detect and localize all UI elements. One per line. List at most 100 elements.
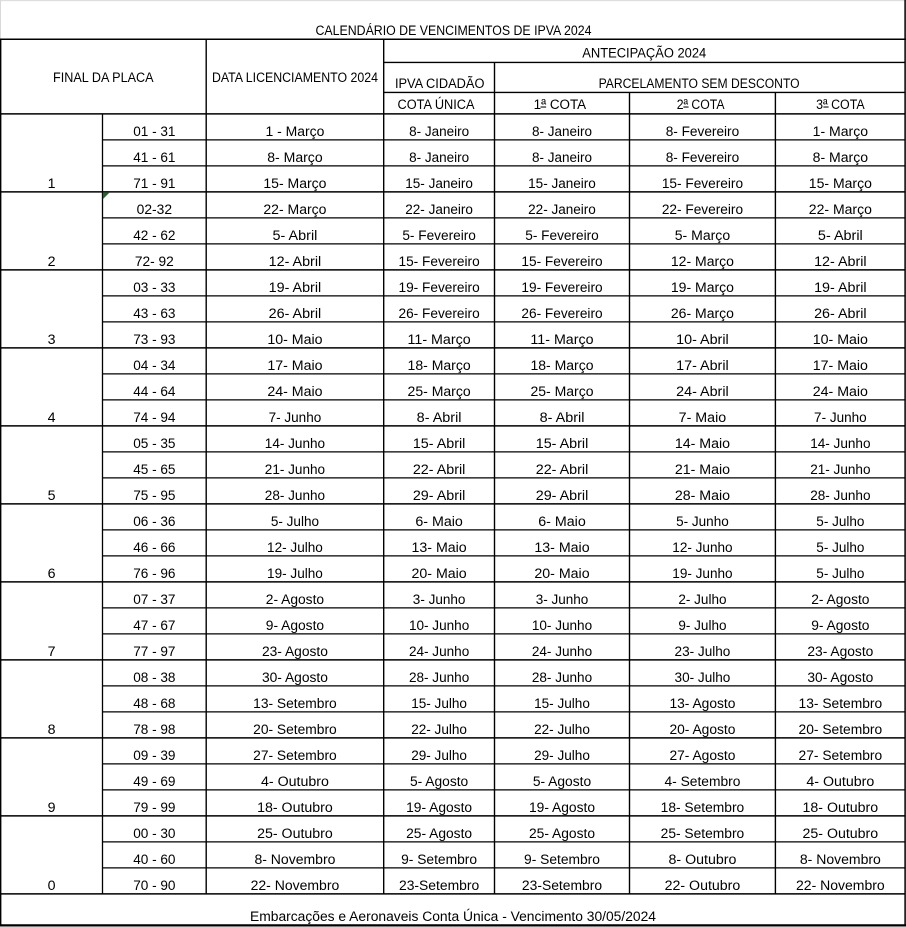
svg-text:8: 8: [48, 722, 56, 738]
svg-text:76 - 96: 76 - 96: [133, 566, 175, 582]
svg-text:20- Setembro: 20- Setembro: [253, 722, 337, 738]
svg-text:14- Junho: 14- Junho: [265, 436, 325, 452]
svg-text:26- Fevereiro: 26- Fevereiro: [521, 306, 602, 322]
svg-text:10- Maio: 10- Maio: [267, 332, 322, 348]
svg-text:49 - 69: 49 - 69: [133, 774, 175, 790]
svg-text:09 - 39: 09 - 39: [133, 748, 175, 764]
svg-text:5: 5: [48, 488, 56, 504]
svg-text:14- Maio: 14- Maio: [675, 436, 730, 452]
svg-text:23- Agosto: 23- Agosto: [807, 644, 873, 660]
svg-text:20- Maio: 20- Maio: [534, 566, 589, 582]
svg-text:73 - 93: 73 - 93: [133, 332, 175, 348]
svg-text:1- Março: 1- Março: [813, 124, 868, 140]
svg-text:7- Junho: 7- Junho: [814, 410, 867, 426]
svg-text:25- Março: 25- Março: [408, 384, 471, 400]
svg-text:41 - 61: 41 - 61: [133, 150, 175, 166]
svg-text:71 - 91: 71 - 91: [133, 176, 175, 192]
svg-text:23- Agosto: 23- Agosto: [262, 644, 328, 660]
svg-text:26- Fevereiro: 26- Fevereiro: [399, 306, 480, 322]
svg-text:15- Março: 15- Março: [263, 176, 326, 192]
svg-text:3: 3: [48, 332, 56, 348]
svg-text:7- Junho: 7- Junho: [269, 410, 322, 426]
svg-text:8- Novembro: 8- Novembro: [800, 852, 881, 868]
svg-text:9- Setembro: 9- Setembro: [401, 852, 477, 868]
svg-text:DATA LICENCIAMENTO 2024: DATA LICENCIAMENTO 2024: [212, 70, 378, 86]
svg-text:15- Julho: 15- Julho: [411, 696, 467, 712]
svg-text:5- Julho: 5- Julho: [271, 514, 319, 530]
svg-text:19- Junho: 19- Junho: [672, 566, 732, 582]
svg-text:15- Janeiro: 15- Janeiro: [528, 176, 596, 192]
svg-text:2- Julho: 2- Julho: [678, 592, 726, 608]
svg-text:15- Abril: 15- Abril: [413, 436, 466, 452]
svg-text:5- Julho: 5- Julho: [816, 514, 864, 530]
svg-text:46 - 66: 46 - 66: [133, 540, 175, 556]
svg-text:40 - 60: 40 - 60: [133, 852, 175, 868]
svg-text:20- Maio: 20- Maio: [412, 566, 467, 582]
svg-text:9: 9: [48, 800, 56, 816]
svg-text:0: 0: [48, 878, 56, 894]
svg-text:COTA ÚNICA: COTA ÚNICA: [398, 96, 475, 113]
svg-text:19- Abril: 19- Abril: [269, 280, 322, 296]
svg-text:Embarcações e Aeronaveis Conta: Embarcações e Aeronaveis Conta Única - V…: [250, 908, 656, 925]
svg-text:30- Agosto: 30- Agosto: [262, 670, 328, 686]
svg-text:13- Maio: 13- Maio: [534, 540, 589, 556]
svg-text:25- Setembro: 25- Setembro: [661, 826, 745, 842]
svg-text:26- Abril: 26- Abril: [269, 306, 322, 322]
svg-text:23-Setembro: 23-Setembro: [522, 878, 602, 894]
svg-text:1: 1: [48, 176, 56, 192]
svg-text:8- Março: 8- Março: [813, 150, 868, 166]
svg-text:77 - 97: 77 - 97: [133, 644, 175, 660]
svg-text:4: 4: [48, 410, 56, 426]
svg-text:30- Agosto: 30- Agosto: [807, 670, 873, 686]
svg-text:7- Maio: 7- Maio: [679, 410, 727, 426]
svg-text:10- Junho: 10- Junho: [409, 618, 469, 634]
svg-text:5- Agosto: 5- Agosto: [410, 774, 468, 790]
svg-text:5- Março: 5- Março: [675, 228, 730, 244]
svg-text:23-Setembro: 23-Setembro: [399, 878, 479, 894]
svg-text:75 - 95: 75 - 95: [133, 488, 175, 504]
svg-text:27- Setembro: 27- Setembro: [253, 748, 337, 764]
svg-text:1ª COTA: 1ª COTA: [534, 97, 587, 113]
svg-text:13- Setembro: 13- Setembro: [799, 696, 883, 712]
svg-text:12- Março: 12- Março: [671, 254, 734, 270]
svg-text:9- Agosto: 9- Agosto: [811, 618, 869, 634]
svg-text:22- Março: 22- Março: [263, 202, 326, 218]
svg-text:29- Abril: 29- Abril: [536, 488, 589, 504]
svg-text:44 - 64: 44 - 64: [133, 384, 175, 400]
svg-text:28- Junho: 28- Junho: [532, 670, 592, 686]
svg-text:6- Maio: 6- Maio: [538, 514, 586, 530]
svg-text:CALENDÁRIO DE VENCIMENTOS DE I: CALENDÁRIO DE VENCIMENTOS DE IPVA 2024: [316, 22, 592, 39]
svg-text:22- Fevereiro: 22- Fevereiro: [662, 202, 743, 218]
svg-text:24- Junho: 24- Junho: [532, 644, 592, 660]
svg-text:25- Outubro: 25- Outubro: [257, 826, 333, 842]
svg-text:03 - 33: 03 - 33: [133, 280, 175, 296]
svg-text:19- Agosto: 19- Agosto: [529, 800, 595, 816]
svg-text:8- Abril: 8- Abril: [417, 410, 462, 426]
svg-text:22- Abril: 22- Abril: [413, 462, 466, 478]
svg-text:26- Março: 26- Março: [671, 306, 734, 322]
svg-text:19- Fevereiro: 19- Fevereiro: [399, 280, 480, 296]
svg-text:22- Novembro: 22- Novembro: [251, 878, 340, 894]
svg-text:2: 2: [48, 254, 56, 270]
svg-text:15- Abril: 15- Abril: [536, 436, 589, 452]
svg-text:8- Janeiro: 8- Janeiro: [532, 150, 592, 166]
svg-text:2- Agosto: 2- Agosto: [811, 592, 869, 608]
svg-text:19- Julho: 19- Julho: [267, 566, 323, 582]
svg-text:5- Abril: 5- Abril: [273, 228, 318, 244]
svg-text:8- Novembro: 8- Novembro: [254, 852, 335, 868]
svg-text:19- Agosto: 19- Agosto: [406, 800, 472, 816]
svg-text:9- Agosto: 9- Agosto: [266, 618, 324, 634]
svg-text:12- Abril: 12- Abril: [269, 254, 322, 270]
svg-text:24- Abril: 24- Abril: [676, 384, 729, 400]
svg-text:5- Abril: 5- Abril: [818, 228, 863, 244]
svg-text:IPVA CIDADÃO: IPVA CIDADÃO: [395, 75, 485, 92]
svg-text:3- Junho: 3- Junho: [413, 592, 466, 608]
svg-text:07 - 37: 07 - 37: [133, 592, 175, 608]
svg-text:70 - 90: 70 - 90: [133, 878, 175, 894]
svg-text:15- Janeiro: 15- Janeiro: [405, 176, 473, 192]
svg-text:5- Fevereiro: 5- Fevereiro: [402, 228, 476, 244]
svg-text:14- Junho: 14- Junho: [810, 436, 870, 452]
svg-text:5- Julho: 5- Julho: [816, 566, 864, 582]
svg-text:4- Outubro: 4- Outubro: [806, 774, 874, 790]
svg-text:18- Março: 18- Março: [408, 358, 471, 374]
